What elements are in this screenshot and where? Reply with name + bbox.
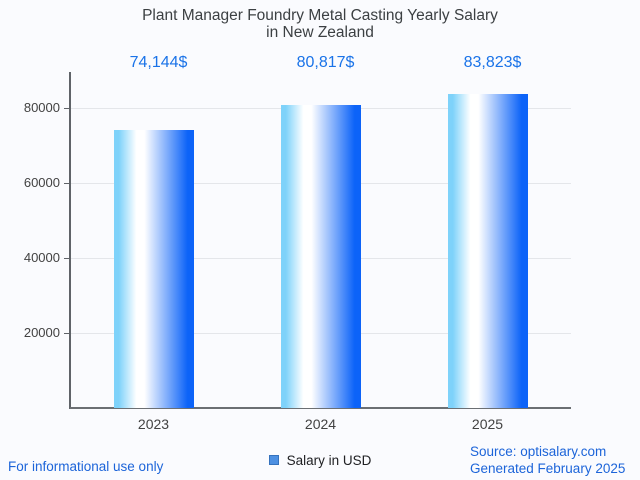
bar-2024	[280, 104, 361, 408]
y-axis-tick	[64, 258, 70, 259]
footer-source-line: Source: optisalary.com	[470, 444, 607, 459]
chart-title-line1: Plant Manager Foundry Metal Casting Year…	[142, 7, 498, 24]
x-axis-label: 2023	[137, 416, 170, 432]
y-axis-label: 60000	[23, 175, 60, 190]
chart-title-line2: in New Zealand	[266, 24, 374, 41]
chart-title: Plant Manager Foundry Metal Casting Year…	[0, 7, 640, 41]
footer-source-block: Source: optisalary.com Generated Februar…	[470, 443, 625, 477]
footer-disclaimer: For informational use only	[8, 459, 164, 474]
y-axis-label: 80000	[23, 100, 60, 115]
legend-swatch-icon	[268, 455, 279, 465]
y-axis-tick	[64, 108, 70, 109]
bar-value-label: 83,823$	[463, 54, 522, 71]
legend: Salary in USD	[0, 452, 640, 468]
y-axis-line	[69, 72, 71, 409]
bar-2025	[447, 93, 528, 408]
y-axis-label: 20000	[23, 325, 60, 340]
bar-value-label: 80,817$	[296, 54, 355, 71]
bar-2023	[113, 129, 194, 408]
y-axis-label: 40000	[23, 250, 60, 265]
x-axis-label: 2024	[304, 416, 337, 432]
x-axis-line	[70, 407, 571, 409]
bar-value-label: 74,144$	[129, 54, 188, 71]
legend-label: Salary in USD	[286, 452, 372, 468]
y-axis-tick	[64, 333, 70, 334]
footer-generated-line: Generated February 2025	[470, 461, 626, 476]
y-axis-tick	[64, 183, 70, 184]
x-axis-label: 2025	[471, 416, 504, 432]
